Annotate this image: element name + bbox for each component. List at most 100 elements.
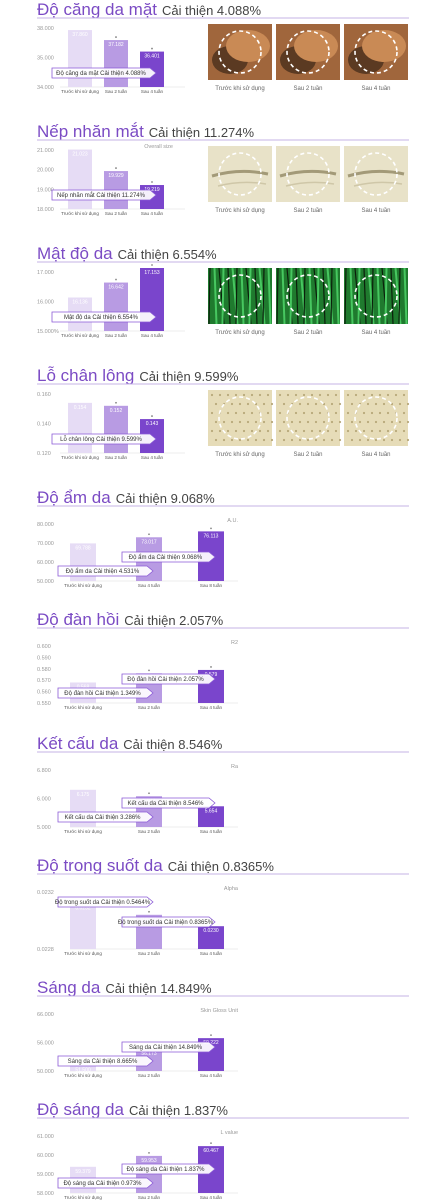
unit-label: R2 [231,640,238,646]
pore-dot [386,393,390,397]
fiber-stroke [344,267,347,325]
photo-background [344,390,408,446]
pore-dot [302,429,306,433]
pore-dot [326,393,330,397]
bar-value-label: 6.175 [77,792,90,798]
x-category-label: Sau 2 tuần [105,89,128,94]
x-category-label: Sau 2 tuần [138,829,161,834]
fiber-stroke [235,267,238,325]
x-category-label: Trước khi sử dụng [64,828,102,834]
metric-name: Độ trong suốt da [37,856,163,875]
pore-dot [250,429,254,433]
focus-circle [354,396,398,440]
section-title: Độ ẩm da Cải thiện 9.068% [37,488,215,507]
improvement-text: Cải thiện 0.8365% [168,859,275,874]
photo-caption: Sau 4 tuần [361,330,390,336]
x-category-label: Sau 4 tuần [138,583,161,588]
pore-dot [226,429,230,433]
x-category-label: Sau 2 tuần [105,455,128,460]
y-tick-label: 50.000 [37,579,54,585]
significance-mark [210,666,212,668]
pore-dot [338,438,342,442]
significance-mark [148,669,150,672]
pore-dot [402,393,406,397]
y-tick-label: 66.000 [37,1012,54,1018]
focus-circle [354,30,398,74]
skin-photo: Sau 4 tuần [344,146,408,214]
skin-photo: Sau 4 tuần [344,24,408,92]
pore-dot [314,402,318,406]
pore-dot [210,429,214,433]
pore-dot [238,402,242,406]
bar-value-label: 0.0232 [75,905,91,911]
significance-mark [151,264,153,266]
arrow-label: Nếp nhăn mắt Cải thiện 11.274% [57,192,146,199]
pore-dot [254,420,258,424]
bar [104,405,128,453]
x-category-label: Sau 4 tuần [141,333,164,338]
improvement-arrow [51,67,157,79]
pore-dot [362,393,366,397]
pore-dot [302,411,306,415]
fiber-stroke [390,267,394,325]
pore-dot [378,411,382,415]
x-category-label: Sau 2 tuần [138,951,161,956]
significance-mark [210,527,212,530]
skin-photo: Sau 2 tuần [276,146,340,214]
wrinkle-line [347,169,405,178]
bar-value-label: 36.401 [144,54,160,60]
x-category-label: Sau 4 tuần [200,829,223,834]
y-tick-label: 34.000 [37,85,54,91]
pore-dot [406,438,410,442]
pore-dot [346,429,350,433]
skin-photo: Sau 4 tuần [344,390,410,458]
bar-value-label: 16.642 [108,285,124,291]
x-category-label: Sau 2 tuần [105,333,128,338]
unit-label: Alpha [224,886,239,892]
pore-dot [282,438,286,442]
metric-name: Độ căng da mặt [37,0,157,19]
pore-dot [266,429,270,433]
bar-value-label: 19.219 [144,187,160,193]
photo-caption: Sau 2 tuần [293,452,322,458]
photo-caption: Trước khi sử dụng [215,85,264,92]
x-category-label: Trước khi sử dụng [64,950,102,956]
improvement-text: Cải thiện 14.849% [105,981,212,996]
fiber-stroke [398,267,401,325]
pore-dot [242,411,246,415]
improvement-text: Cải thiện 11.274% [149,125,255,140]
bar [68,402,92,453]
pore-dot [226,411,230,415]
pore-dot [234,393,238,397]
bar-value-label: 37.860 [72,32,88,38]
metric-name: Kết cấu da [37,734,119,753]
pore-dot [214,402,218,406]
pore-dot [222,420,226,424]
y-tick-label: 80.000 [37,522,54,528]
significance-mark [210,1034,212,1037]
bar-value-label: 21.023 [72,152,88,158]
arrow-label: Độ ẩm da Cải thiện 9.068% [129,554,203,561]
bar-value-label: 59.222 [203,1040,219,1046]
improvement-arrow [121,916,216,928]
section-title: Độ trong suốt da Cải thiện 0.8365% [37,856,274,875]
y-tick-label: 0.560 [37,690,51,696]
pore-dot [350,438,354,442]
bar-value-label: 76.113 [204,533,219,539]
arrow-label: Sáng da Cải thiện 8.665% [68,1059,138,1065]
y-tick-label: 15.000% [37,329,59,335]
fiber-stroke [349,267,354,325]
y-tick-label: 0.140 [37,422,51,428]
significance-mark [115,401,117,404]
pore-dot [250,393,254,397]
x-category-label: Trước khi sử dụng [61,332,99,338]
section-1: Độ căng da mặt Cải thiện 4.088% 38.000 35.0… [37,0,409,94]
improvement-arrow [51,433,157,445]
wrinkle-line [211,169,269,178]
pore-dot [218,429,222,433]
significance-mark [151,47,153,50]
improvement-text: Cải thiện 9.599% [139,369,238,384]
x-category-label: Trước khi sử dụng [61,210,99,216]
x-category-label: Sau 4 tuần [200,951,223,956]
metric-name: Mật độ da [37,244,113,263]
